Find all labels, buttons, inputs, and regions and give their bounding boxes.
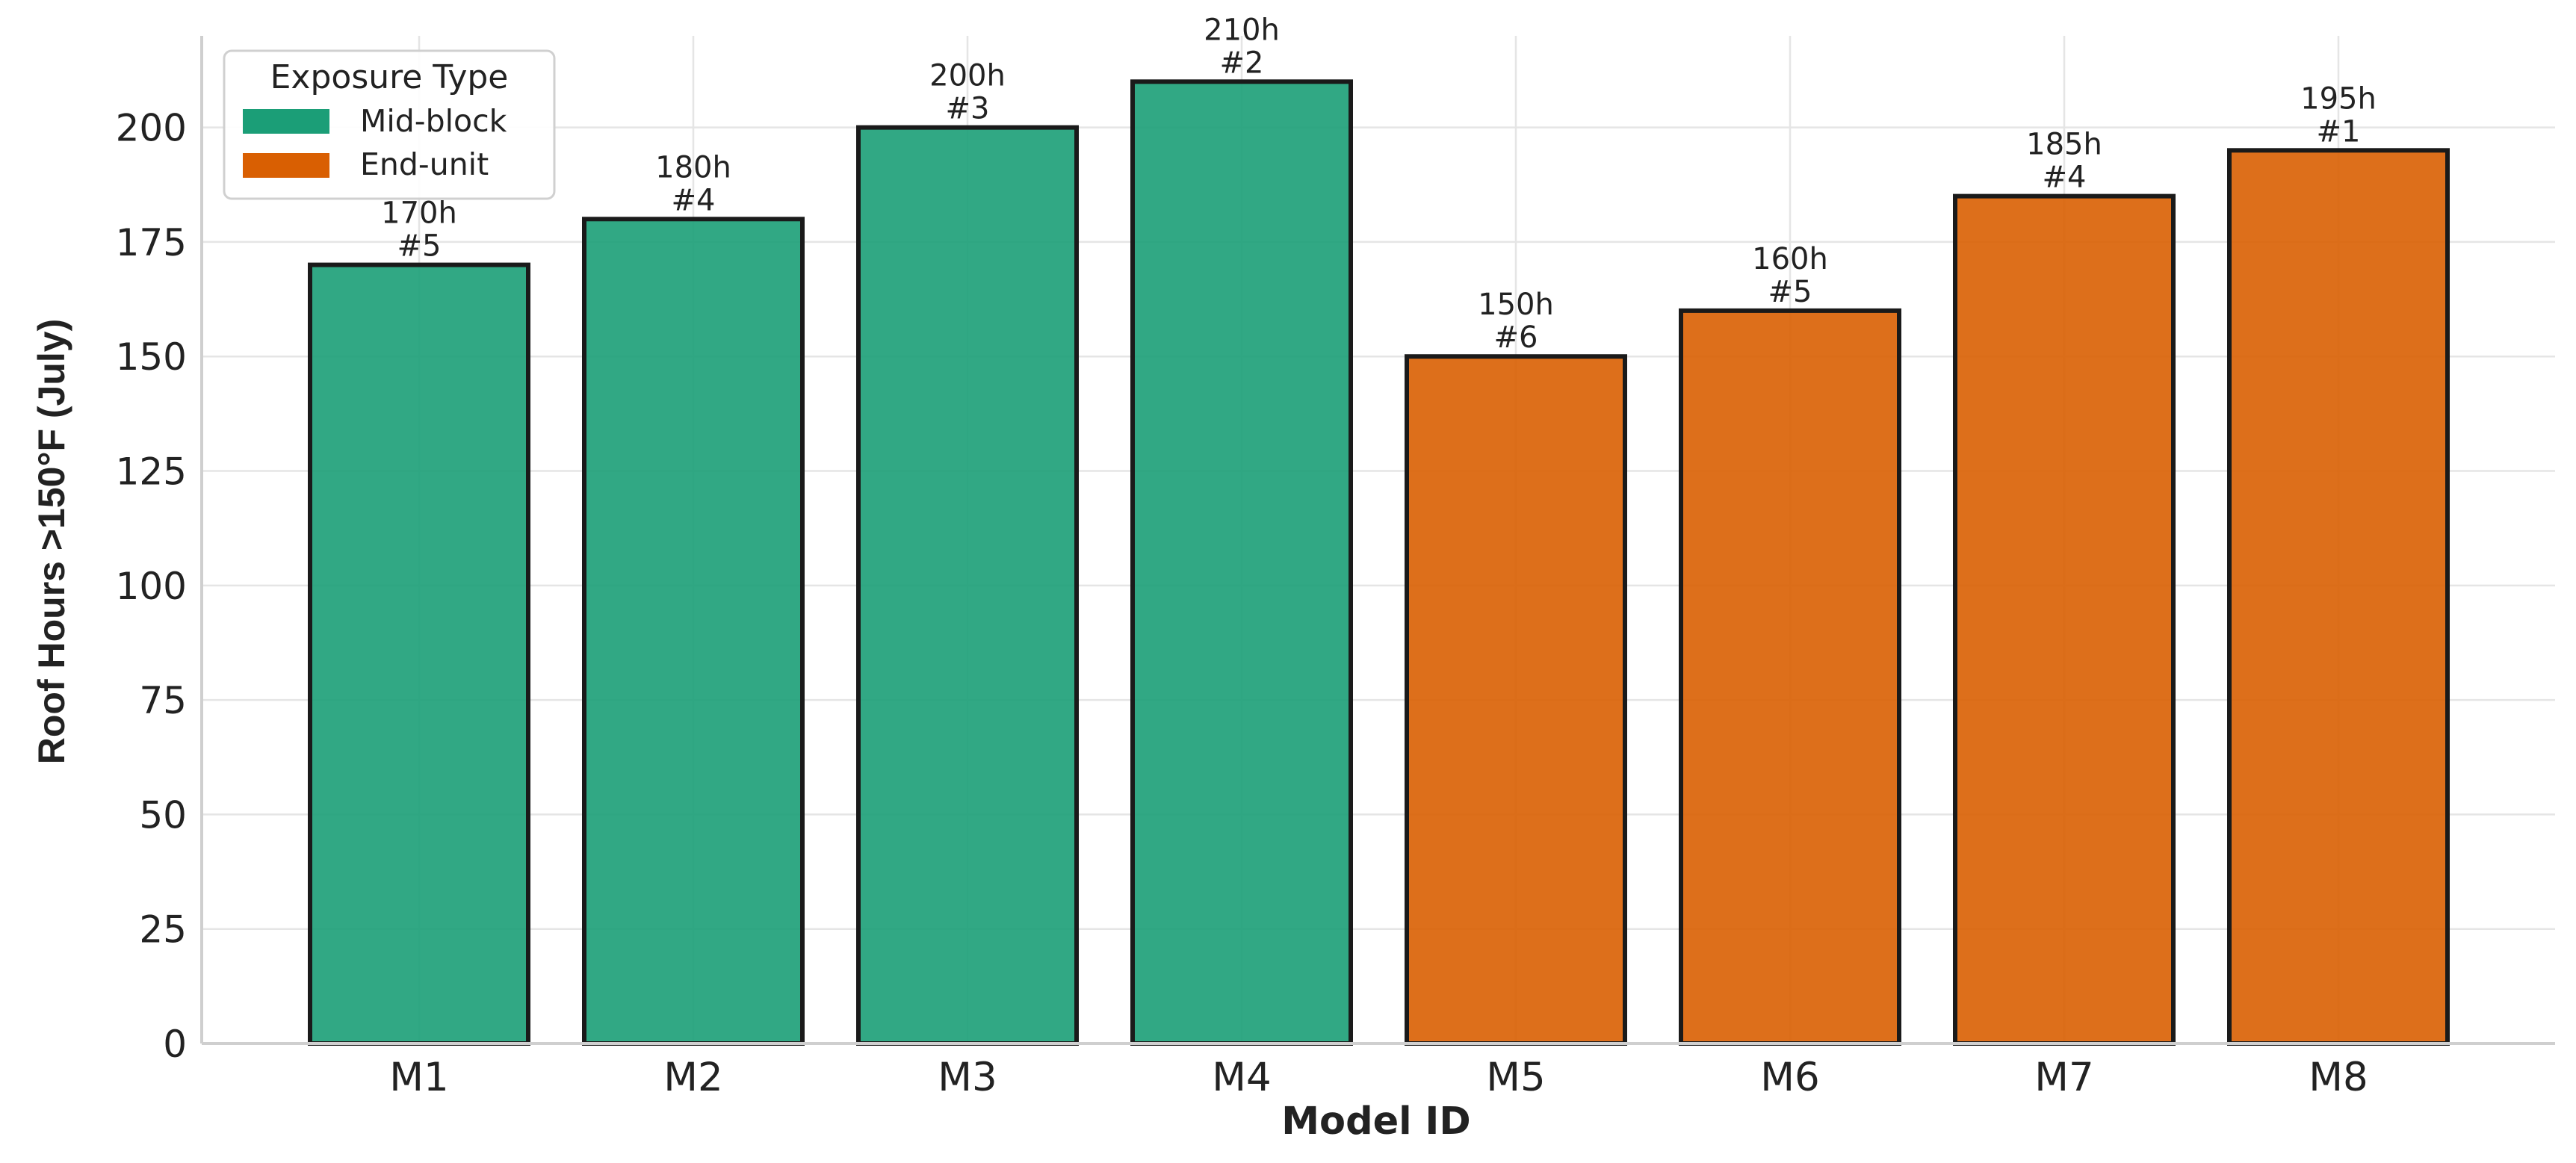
legend-label-mid-block: Mid-block bbox=[360, 103, 507, 139]
bar-m6 bbox=[1679, 308, 1901, 1046]
y-axis-title: Roof Hours >150°F (July) bbox=[31, 319, 72, 764]
bars bbox=[308, 79, 2450, 1046]
x-tick-labels: M1 M2 M3 M4 M5 M6 M7 M8 bbox=[389, 1055, 2368, 1100]
value-label: 200h bbox=[929, 59, 1006, 93]
y-tick-labels: 0 25 50 75 100 125 150 175 200 bbox=[116, 107, 187, 1066]
rank-label: #6 bbox=[1494, 320, 1538, 355]
x-tick-label: M3 bbox=[938, 1055, 997, 1100]
y-tick-label: 175 bbox=[116, 221, 187, 264]
bar-m3 bbox=[856, 125, 1079, 1046]
value-label: 210h bbox=[1204, 13, 1280, 47]
bar-m4 bbox=[1130, 79, 1353, 1046]
y-tick-label: 25 bbox=[139, 908, 187, 952]
x-tick-label: M7 bbox=[2034, 1055, 2093, 1100]
x-axis-title: Model ID bbox=[1281, 1100, 1470, 1144]
value-label: 160h bbox=[1752, 242, 1828, 276]
y-tick-label: 100 bbox=[116, 565, 187, 608]
x-tick-label: M6 bbox=[1760, 1055, 1819, 1100]
y-tick-label: 200 bbox=[116, 107, 187, 150]
legend-swatch-mid-block bbox=[243, 109, 329, 134]
bar-m5 bbox=[1405, 354, 1627, 1046]
rank-label: #2 bbox=[1220, 46, 1264, 80]
rank-label: #1 bbox=[2317, 114, 2361, 149]
x-tick-label: M2 bbox=[663, 1055, 722, 1100]
bar-m1 bbox=[308, 262, 530, 1046]
bar-m2 bbox=[582, 217, 805, 1046]
y-tick-label: 0 bbox=[163, 1023, 187, 1066]
rank-label: #3 bbox=[946, 92, 990, 126]
rank-label: #4 bbox=[2043, 161, 2087, 195]
legend-swatch-end-unit bbox=[243, 153, 329, 178]
x-tick-label: M4 bbox=[1212, 1055, 1271, 1100]
legend-label-end-unit: End-unit bbox=[360, 146, 489, 182]
value-label: 150h bbox=[1478, 288, 1554, 322]
bar-m7 bbox=[1953, 193, 2176, 1046]
y-tick-label: 125 bbox=[116, 450, 187, 494]
bar-m8 bbox=[2227, 148, 2450, 1046]
value-label: 195h bbox=[2300, 81, 2377, 116]
y-tick-label: 75 bbox=[139, 679, 187, 722]
rank-label: #5 bbox=[1768, 275, 1812, 309]
y-tick-label: 150 bbox=[116, 335, 187, 379]
y-tick-label: 50 bbox=[139, 793, 187, 837]
value-label: 170h bbox=[381, 196, 457, 231]
rank-label: #4 bbox=[672, 183, 716, 217]
legend: Exposure Type Mid-block End-unit bbox=[223, 49, 556, 200]
x-tick-label: M8 bbox=[2309, 1055, 2368, 1100]
value-label: 180h bbox=[655, 150, 731, 184]
data-labels: 170h#5180h#4200h#3210h#2150h#6160h#5185h… bbox=[381, 13, 2377, 355]
value-label: 185h bbox=[2026, 128, 2102, 162]
rank-label: #5 bbox=[397, 229, 442, 264]
x-tick-label: M1 bbox=[389, 1055, 448, 1100]
x-tick-label: M5 bbox=[1486, 1055, 1545, 1100]
legend-title: Exposure Type bbox=[270, 58, 509, 96]
axes bbox=[200, 36, 2555, 1045]
